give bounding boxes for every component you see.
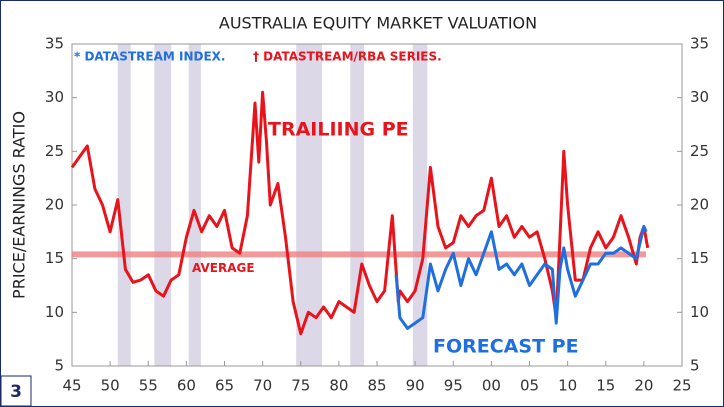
y-tick-label: 5 [54,357,64,375]
x-tick-label: 50 [101,377,120,395]
y-tick-label: 20 [45,196,64,214]
y-axis-label: PRICE/EARNINGS RATIO [10,111,29,299]
y2-tick-label: 5 [690,357,700,375]
y2-tick-label: 20 [690,196,709,214]
y-tick-label: 30 [45,88,64,106]
x-tick-label: 80 [329,377,348,395]
panel-box [0,375,32,407]
y2-tick-label: 30 [690,88,709,106]
y-tick-label: 25 [45,142,64,160]
y2-tick-label: 15 [690,249,709,267]
series-line [70,90,650,336]
y-tick-label: 35 [45,35,64,53]
shaded-period [296,44,323,366]
shaded-period [117,44,131,366]
shaded-period [154,44,172,366]
x-tick-label: 00 [482,377,501,395]
x-tick-label: 85 [367,377,386,395]
shaded-period [188,44,201,366]
y2-tick-label: 35 [690,35,709,53]
x-tick-label: 20 [634,377,653,395]
note: † DATASTREAM/RBA SERIES. [253,50,442,64]
x-tick-label: 25 [672,377,691,395]
x-tick-label: 45 [62,377,81,395]
y2-tick-label: 25 [690,142,709,160]
x-tick-label: 55 [139,377,158,395]
y-tick-label: 15 [45,249,64,267]
x-tick-label: 15 [596,377,615,395]
x-tick-label: 05 [520,377,539,395]
x-tick-label: 60 [177,377,196,395]
series-label: TRAILIING PE [268,119,409,141]
y-tick-label: 10 [45,303,64,321]
note: * DATASTREAM INDEX. [74,50,225,64]
panel-label: 3 [10,382,22,402]
x-tick-label: 90 [406,377,425,395]
shaded-period [350,44,365,366]
chart-title: AUSTRALIA EQUITY MARKET VALUATION [219,14,537,33]
x-tick-label: 65 [215,377,234,395]
x-tick-label: 95 [444,377,463,395]
average-label: AVERAGE [192,261,255,275]
y2-tick-label: 10 [690,303,709,321]
shaded-period [412,44,428,366]
x-tick-label: 75 [291,377,310,395]
x-tick-label: 10 [558,377,577,395]
series-line [394,225,648,330]
x-tick-label: 70 [253,377,272,395]
series-label: FORECAST PE [433,336,579,358]
